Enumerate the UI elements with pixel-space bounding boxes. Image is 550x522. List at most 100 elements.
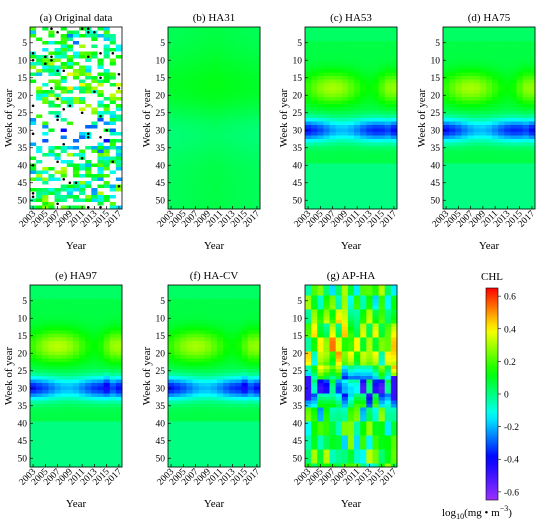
heatmap-cell [223,37,230,42]
heatmap-cell [204,48,212,52]
heatmap-cell [30,330,37,335]
heatmap-cell [305,55,312,59]
heatmap-cell [186,341,193,345]
heatmap-cell [192,393,200,398]
heatmap-cell [97,372,104,377]
heatmap-cell [323,55,330,59]
heatmap-cell [492,121,499,126]
heatmap-cell [253,44,261,49]
heatmap-cell [449,177,456,182]
heatmap-cell [60,65,68,70]
heatmap-cell [66,55,74,59]
heatmap-cell [180,142,187,147]
heatmap-cell [305,160,312,164]
heatmap-cell [180,334,187,338]
heatmap-cell [510,100,517,105]
heatmap-cell [323,48,330,52]
heatmap-cell [235,292,242,296]
heatmap-cell [223,65,230,70]
heatmap-cell [247,365,255,370]
heatmap-cell [378,174,386,178]
heatmap-cell [180,202,187,206]
heatmap-cell [174,372,181,377]
heatmap-cell [115,34,123,38]
heatmap-cell [109,121,117,126]
heatmap-cell [72,393,80,398]
heatmap-cell [204,170,212,175]
heatmap-cell [48,76,55,80]
heatmap-cell [85,404,92,408]
heatmap-cell [109,407,117,412]
heatmap-cell [347,177,355,182]
heatmap-cell [223,174,230,178]
heatmap-cell [366,167,373,171]
heatmap-cell [109,295,117,300]
heatmap-cell [180,386,187,391]
heatmap-cell [360,41,367,45]
heatmap-cell [168,76,175,80]
heatmap-cell [504,184,511,189]
data-marker [111,160,115,164]
heatmap-cell [72,358,80,363]
heatmap-cell [30,421,37,426]
heatmap-cell [378,177,386,182]
heatmap-cell [522,205,530,210]
heatmap-cell [492,202,499,206]
heatmap-cell [241,132,249,136]
heatmap-cell [390,174,398,178]
heatmap-cell [235,156,242,161]
heatmap-cell [492,76,499,80]
heatmap-cell [455,65,462,70]
heatmap-cell [60,463,68,468]
heatmap-cell [479,142,487,147]
heatmap-cell [455,121,462,126]
heatmap-cell [217,62,224,66]
heatmap-cell [253,97,261,101]
heatmap-cell [354,104,361,108]
heatmap-cell [97,184,104,189]
heatmap-cell [461,104,468,108]
heatmap-cell [192,306,200,310]
heatmap-cell [30,456,37,461]
heatmap-cell [174,93,181,98]
heatmap-cell [492,149,499,154]
heatmap-cell [492,86,499,91]
heatmap-cell [198,292,206,296]
heatmap-cell [522,62,530,66]
heatmap-cell [384,65,392,70]
heatmap-cell [384,37,392,42]
heatmap-cell [180,30,187,35]
heatmap-cell [204,146,212,150]
heatmap-cell [485,195,493,199]
heatmap-cell [235,160,242,164]
heatmap-cell [79,149,86,154]
heatmap-cell [42,111,49,115]
heatmap-cell [30,407,37,412]
heatmap-cell [72,153,80,157]
heatmap-cell [180,425,187,429]
heatmap-cell [317,191,324,196]
heatmap-cell [66,337,74,342]
heatmap-cell [54,37,62,42]
heatmap-cell [198,58,206,63]
heatmap-cell [372,90,379,94]
heatmap-cell [372,27,379,31]
heatmap-cell [97,351,104,356]
heatmap-cell [54,355,62,359]
heatmap-cell [223,453,230,457]
heatmap-cell [366,174,373,178]
heatmap-cell [461,30,468,35]
heatmap-cell [247,135,255,140]
heatmap-cell [186,421,193,426]
heatmap-cell [36,351,43,356]
heatmap-cell [217,407,224,412]
heatmap-cell [204,65,212,70]
heatmap-cell [217,446,224,450]
heatmap-cell [217,320,224,324]
data-marker [56,69,59,73]
heatmap-cell [180,174,187,178]
heatmap-cell [354,160,361,164]
heatmap-cell [103,453,111,457]
heatmap-cell [247,86,255,91]
heatmap-cell [311,48,318,52]
